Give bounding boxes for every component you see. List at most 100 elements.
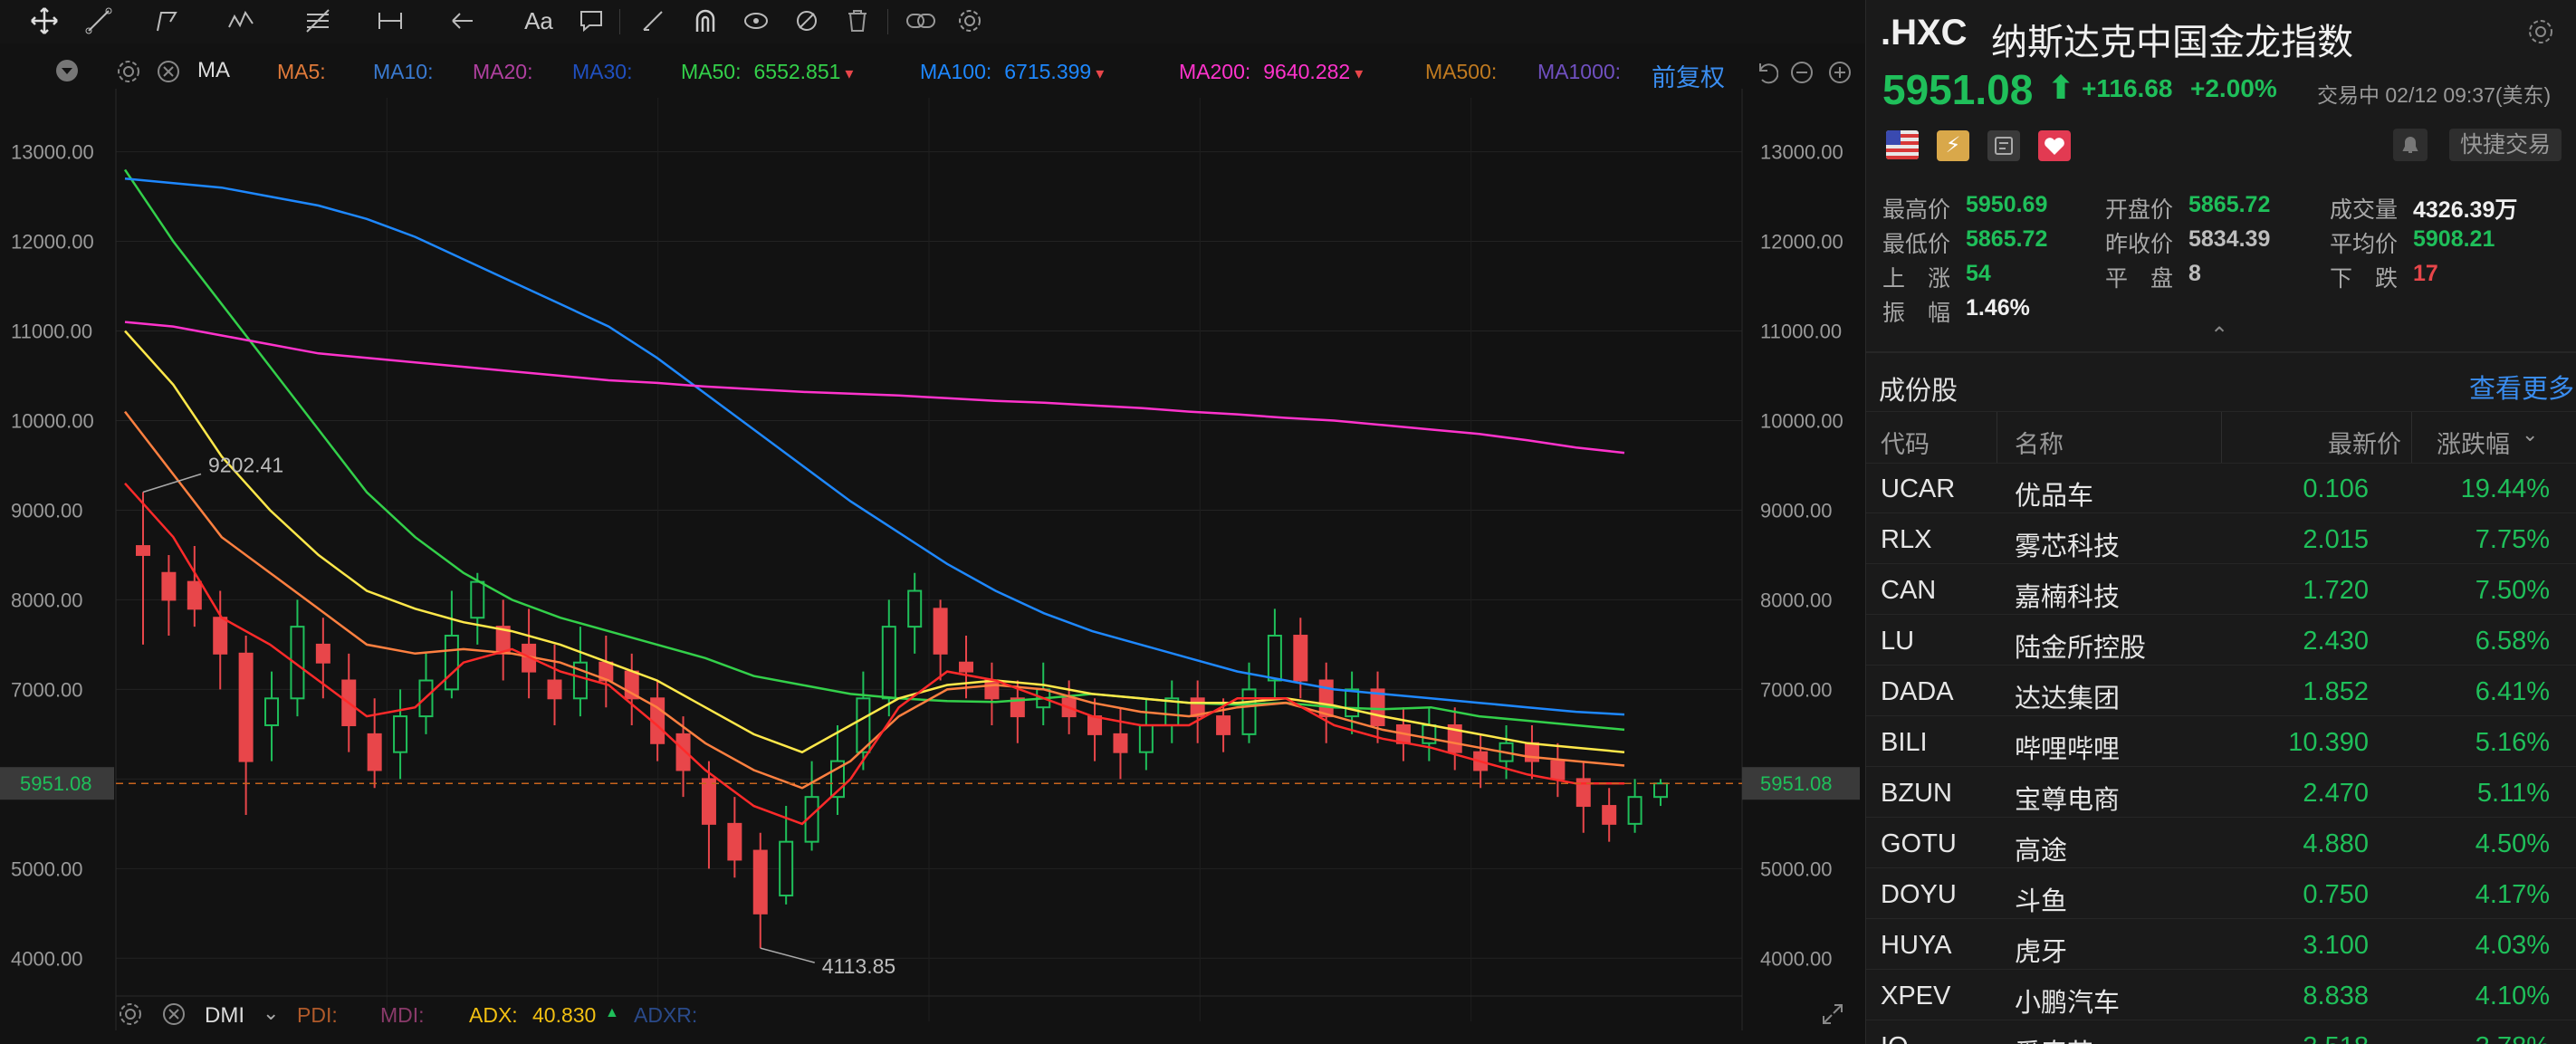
link-icon[interactable] <box>905 5 936 36</box>
table-row[interactable]: LU 陆金所控股 2.430 6.58% <box>1866 614 2576 666</box>
ma-name: MA100: <box>920 60 992 83</box>
adx-value: 40.830 <box>532 1003 597 1027</box>
magnet-icon[interactable] <box>690 5 721 36</box>
chevron-down-icon[interactable]: ⌄ <box>263 1001 280 1024</box>
quick-trade-button[interactable]: 快捷交易 <box>2449 129 2562 161</box>
stock-code: LU <box>1881 627 1915 656</box>
close-dmi-icon[interactable] <box>161 1001 187 1031</box>
reset-icon[interactable] <box>1753 60 1779 90</box>
text-tool-icon[interactable]: Aa <box>524 6 553 34</box>
table-row[interactable]: HUYA 虎牙 3.100 4.03% <box>1866 918 2576 970</box>
stock-change: 19.44% <box>2460 474 2550 503</box>
zoom-out-icon[interactable] <box>1789 60 1815 90</box>
table-row[interactable]: RLX 雾芯科技 2.015 7.75% <box>1866 512 2576 564</box>
eye-icon[interactable] <box>741 5 771 36</box>
price-plot[interactable]: 13000.00 13000.00 12000.00 12000.00 11000.00… <box>0 43 1865 1044</box>
ma-label-ma1000: MA1000: <box>1537 60 1621 84</box>
ma-name: MA50: <box>681 60 742 83</box>
stock-price: 3.518 <box>2303 1032 2369 1044</box>
ma-line-ma100 <box>124 177 1625 716</box>
col-change[interactable]: 涨跌幅 <box>2437 431 2510 458</box>
dropdown-icon[interactable]: ▾ <box>1350 64 1364 82</box>
table-row[interactable]: BILI 哔哩哔哩 10.390 5.16% <box>1866 715 2576 767</box>
candle-body <box>1293 635 1308 682</box>
stock-price: 1.852 <box>2303 677 2369 706</box>
lightning-icon[interactable]: ⚡ <box>1937 130 1969 161</box>
ma-name: MA500: <box>1425 60 1498 83</box>
stock-price: 2.430 <box>2303 627 2369 656</box>
ma-value: 9640.282 <box>1263 60 1351 83</box>
dmi-settings-icon[interactable] <box>118 1001 143 1031</box>
polyline-tool-icon[interactable] <box>152 5 183 36</box>
table-row[interactable]: CAN 嘉楠科技 1.720 7.50% <box>1866 563 2576 615</box>
view-more-link[interactable]: 查看更多 <box>2469 375 2575 404</box>
col-code[interactable]: 代码 <box>1881 431 1930 458</box>
comment-icon[interactable] <box>576 5 607 36</box>
bell-icon[interactable] <box>2393 129 2428 161</box>
line-tool-icon[interactable] <box>83 5 114 36</box>
gear-icon[interactable] <box>954 5 985 36</box>
settings-icon[interactable] <box>2525 16 2556 52</box>
stats-grid: 最高价 5950.69 开盘价 5865.72 成交量 4326.39万 最低价 5865.7… <box>1866 181 2576 344</box>
ma-value: 6715.399 <box>1004 60 1092 83</box>
ma-name: MA30: <box>572 60 633 83</box>
left-axis-label: 8000.00 <box>11 589 83 611</box>
expand-icon[interactable] <box>1820 1001 1845 1031</box>
fib-tool-icon[interactable] <box>302 5 333 36</box>
stock-name: 陆金所控股 <box>2015 634 2147 663</box>
dmi-indicator-name[interactable]: DMI <box>205 1003 244 1028</box>
table-row[interactable]: IQ 爱奇艺 3.518 3.78% <box>1866 1020 2576 1044</box>
dropdown-icon[interactable]: ▾ <box>1091 64 1105 82</box>
high-marker-line <box>142 473 202 493</box>
collapse-up-icon[interactable]: ⌃ <box>2210 323 2229 348</box>
candle-body <box>161 571 177 601</box>
table-row[interactable]: BZUN 宝尊电商 2.470 5.11% <box>1866 766 2576 818</box>
candle-body <box>444 635 459 691</box>
zoom-in-icon[interactable] <box>1827 60 1853 90</box>
wave-tool-icon[interactable] <box>226 5 257 36</box>
adjust-mode-button[interactable]: 前复权 <box>1652 64 1725 91</box>
measure-tool-icon[interactable] <box>375 5 406 36</box>
hide-icon[interactable] <box>791 5 822 36</box>
kline-chart[interactable]: MA MA5: MA10: MA20: MA30: MA50: 6552.851 ▾ MA1… <box>0 43 1865 1044</box>
stock-change: 4.03% <box>2475 931 2550 960</box>
candle-body <box>187 580 202 610</box>
close-indicator-icon[interactable] <box>156 59 181 89</box>
indicator-settings-icon[interactable] <box>116 59 141 89</box>
table-row[interactable]: UCAR 优品车 0.106 19.44% <box>1866 462 2576 513</box>
candle-body <box>1627 796 1642 825</box>
stat-value: 5865.72 <box>1966 226 2048 252</box>
dropdown-icon[interactable]: ▾ <box>840 64 854 82</box>
sort-desc-icon[interactable]: ⌄ <box>2522 423 2539 445</box>
col-divider <box>2221 412 2222 463</box>
col-name[interactable]: 名称 <box>2015 431 2064 458</box>
pen-icon[interactable] <box>637 5 668 36</box>
collapse-icon[interactable] <box>54 58 80 88</box>
table-row[interactable]: DADA 达达集团 1.852 6.41% <box>1866 665 2576 716</box>
stat-label: 上 涨 <box>1882 266 1951 292</box>
ma-label-ma20: MA20: <box>473 60 532 84</box>
trash-icon[interactable] <box>842 5 873 36</box>
arrow-tool-icon[interactable] <box>447 5 478 36</box>
stock-change: 7.75% <box>2475 525 2550 554</box>
up-arrow-icon: ▲ <box>605 1005 619 1020</box>
col-divider <box>2411 412 2412 463</box>
candle-body <box>1113 733 1128 753</box>
candle-body <box>213 617 228 655</box>
ma-line-ma10 <box>124 410 1625 790</box>
toolbar-divider <box>887 9 888 34</box>
table-row[interactable]: GOTU 高途 4.880 4.50% <box>1866 817 2576 868</box>
stock-name: 爱奇艺 <box>2015 1032 2093 1044</box>
col-price[interactable]: 最新价 <box>2328 431 2401 458</box>
stock-code: DADA <box>1881 677 1954 706</box>
table-row[interactable]: XPEV 小鹏汽车 8.838 4.10% <box>1866 969 2576 1020</box>
indicator-name[interactable]: MA <box>197 58 230 82</box>
crosshair-icon[interactable] <box>29 5 60 36</box>
table-row[interactable]: DOYU 斗鱼 0.750 4.17% <box>1866 867 2576 919</box>
note-icon[interactable] <box>1987 130 2020 161</box>
left-axis-label: 9000.00 <box>11 499 83 522</box>
candle-body <box>675 733 691 771</box>
candle-body <box>470 580 485 619</box>
stock-change: 3.78% <box>2475 1032 2550 1044</box>
favorite-heart-icon[interactable] <box>2038 130 2071 161</box>
